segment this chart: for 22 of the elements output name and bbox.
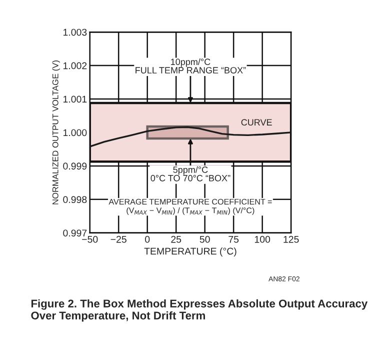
x-tick-label: 25 xyxy=(171,236,182,243)
x-tick-label: 75 xyxy=(228,236,239,243)
annotation: 5ppm/°C 0°C TO 70°C “BOX” xyxy=(150,166,230,182)
y-tick-label: 1.003 xyxy=(63,28,87,36)
x-tick-label: 50 xyxy=(200,236,210,243)
x-tick-label: −50 xyxy=(82,236,98,243)
series-label: CURVE xyxy=(241,119,272,126)
x-axis-title: TEMPERATURE (°C) xyxy=(144,247,236,257)
y-tick-label: 1.000 xyxy=(63,129,87,136)
y-tick-label: 0.998 xyxy=(63,196,87,204)
x-tick-label: 100 xyxy=(254,236,270,243)
y-tick-label: 0.997 xyxy=(63,230,87,236)
x-tick-label: −25 xyxy=(110,236,126,243)
y-axis-title: NORMALIZED OUTPUT VOLTAGE (V) xyxy=(52,60,60,204)
caption: Figure 2. The Box Method Expresses Absolute Output Accuracy Over Temperature, Not Drift Term xyxy=(31,299,368,322)
y-tick-label: 1.002 xyxy=(63,62,87,70)
annotation: 10ppm/°C FULL TEMP RANGE “BOX” xyxy=(136,58,246,74)
text: AVERAGE TEMPERATURE COEFFICIENT = (V$_{MAX}$ − V$_{MIN}$) / (T$_{MAX}$ − T$_{MIN}$) (V/°C) xyxy=(108,198,272,215)
x-tick-label: 125 xyxy=(284,236,299,243)
x-tick-label: 0 xyxy=(145,236,150,243)
y-tick-label: 1.001 xyxy=(63,96,87,103)
y-tick-label: 0.999 xyxy=(63,162,87,170)
